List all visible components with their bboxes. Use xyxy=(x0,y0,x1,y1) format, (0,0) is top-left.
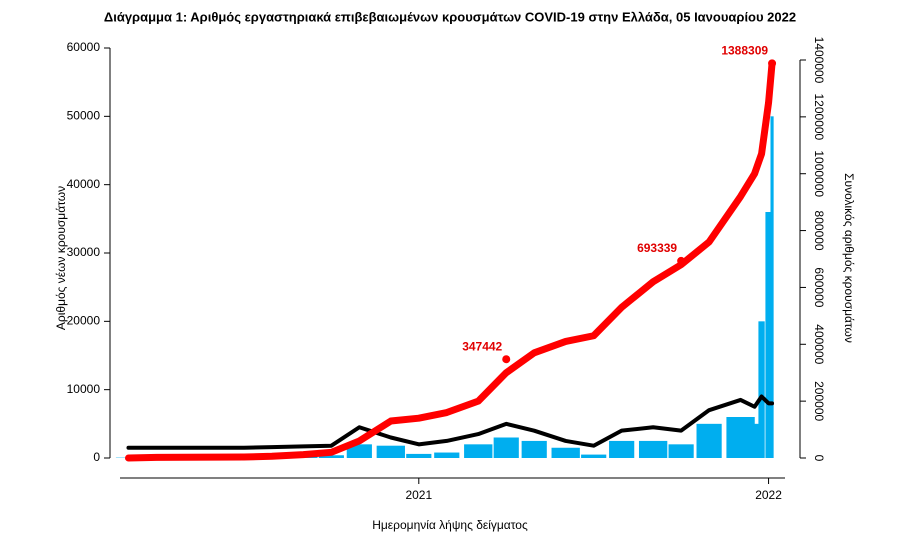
bar xyxy=(551,447,580,458)
y2-tick-label: 1000000 xyxy=(812,150,826,197)
bar xyxy=(346,444,372,458)
y-tick-label: 20000 xyxy=(67,314,101,328)
chart-title: Διάγραμμα 1: Αριθμός εργαστηριακά επιβεβ… xyxy=(104,9,796,24)
y2-tick-label: 200000 xyxy=(812,381,826,421)
annotation: 1388309 xyxy=(721,43,768,57)
y-tick-label: 0 xyxy=(93,450,100,464)
bar xyxy=(668,444,694,458)
annotation: 347442 xyxy=(462,339,502,353)
line xyxy=(126,394,775,450)
y2-tick-label: 400000 xyxy=(812,324,826,364)
bar xyxy=(581,454,607,458)
x-tick-label: 2021 xyxy=(405,488,432,502)
bar xyxy=(609,440,635,458)
y2-axis-label: Συνολικός αριθμός κρουσμάτων xyxy=(842,173,856,343)
bar xyxy=(493,437,519,458)
y2-tick-label: 800000 xyxy=(812,211,826,251)
y2-tick-label: 1400000 xyxy=(812,37,826,84)
bar xyxy=(434,452,460,458)
bar xyxy=(758,321,765,458)
y-tick-label: 40000 xyxy=(67,177,101,191)
bar xyxy=(696,423,722,458)
annotation: 693339 xyxy=(637,241,677,255)
bar xyxy=(318,455,344,458)
x-tick-label: 2022 xyxy=(755,488,782,502)
y-tick-label: 30000 xyxy=(67,245,101,259)
bar xyxy=(770,116,774,458)
y-tick-label: 50000 xyxy=(67,109,101,123)
bar xyxy=(765,212,772,458)
bar xyxy=(521,440,547,458)
y-tick-label: 60000 xyxy=(67,40,101,54)
bar xyxy=(406,453,432,458)
annotation-point xyxy=(502,355,511,364)
bar xyxy=(748,423,761,458)
annotation-point xyxy=(768,59,777,68)
y2-tick-label: 1200000 xyxy=(812,93,826,140)
y-tick-label: 10000 xyxy=(67,382,101,396)
annotation-point xyxy=(677,256,686,265)
y-axis-label: Αριθμός νέων κρουσμάτων xyxy=(54,186,68,330)
bar xyxy=(638,440,668,458)
bar xyxy=(376,445,405,458)
bar xyxy=(464,444,493,458)
line xyxy=(124,59,776,462)
y2-tick-label: 0 xyxy=(812,455,826,462)
y2-tick-label: 600000 xyxy=(812,267,826,307)
x-axis-label: Ημερομηνία λήψης δείγματος xyxy=(372,518,528,532)
